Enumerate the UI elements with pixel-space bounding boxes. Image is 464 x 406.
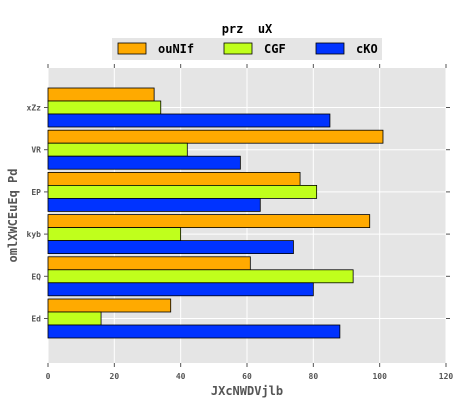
bar-cKO-Ed [47,324,341,339]
y-axis-label: omlXWCEuEq Pd [6,169,20,263]
bar-ouNIf-Ed [47,298,172,313]
bar-CGF-VR [47,142,188,157]
bar-CGF-xZz [47,100,162,115]
bar-ouNIf-kyb [47,214,371,229]
x-tick-label: 40 [176,372,186,381]
legend-swatch-CGF [223,42,253,55]
bar-CGF-Ed [47,311,102,326]
y-tick-label: EQ [31,272,41,281]
legend-swatch-cKO [315,42,345,55]
y-tick-label: kyb [27,230,42,239]
bar-cKO-xZz [47,113,331,128]
bar-CGF-kyb [47,227,182,242]
bars-group [47,87,384,339]
bar-cKO-VR [47,155,241,170]
y-tick-label: EP [31,188,41,197]
y-axis-ticks: xZz VR EP kyb EQ Ed [27,104,450,324]
bar-cKO-kyb [47,240,294,255]
x-tick-label: 60 [242,372,252,381]
y-tick-label: Ed [31,315,41,324]
x-tick-label: 20 [110,372,120,381]
legend-label-cKO: cKO [356,42,378,56]
y-tick-label: xZz [27,104,42,113]
bar-CGF-EQ [47,269,354,284]
bar-cKO-EP [47,197,261,212]
x-tick-label: 0 [46,372,51,381]
legend-label-ouNIf: ouNIf [158,42,194,56]
x-tick-label: 100 [372,372,387,381]
legend: prz uX ouNIf CGF cKO [112,22,382,60]
x-axis-ticks: 0 20 40 60 80 100 120 [46,64,454,381]
x-tick-label: 120 [439,372,454,381]
legend-swatch-ouNIf [117,42,147,55]
x-tick-label: 80 [309,372,319,381]
x-axis-label: JXcNWDVjlb [211,384,283,398]
bar-ouNIf-EP [47,171,301,186]
bar-ouNIf-xZz [47,87,155,102]
bar-cKO-EQ [47,282,314,297]
bar-ouNIf-VR [47,129,384,144]
legend-label-CGF: CGF [264,42,286,56]
legend-title: prz uX [222,22,273,36]
bar-CGF-EP [47,184,318,199]
bar-ouNIf-EQ [47,256,251,271]
y-tick-label: VR [31,146,41,155]
